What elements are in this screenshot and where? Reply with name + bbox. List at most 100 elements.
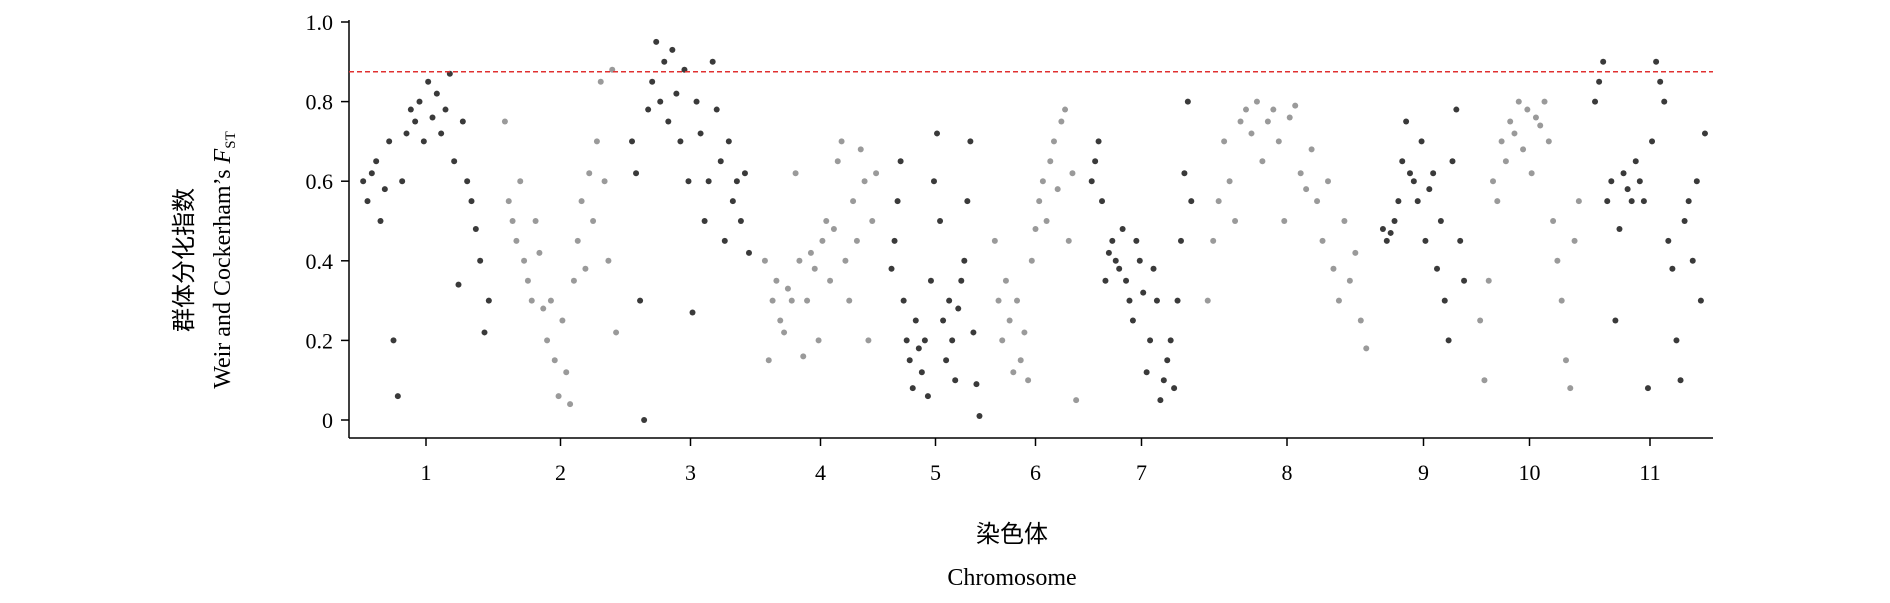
point <box>1109 237 1116 244</box>
point <box>927 277 934 284</box>
point <box>601 178 608 185</box>
point <box>1160 377 1167 384</box>
point <box>784 285 791 292</box>
point <box>721 237 728 244</box>
point <box>701 218 708 224</box>
point <box>1422 237 1429 244</box>
point <box>1511 130 1518 137</box>
point <box>995 297 1002 304</box>
point <box>1571 237 1578 244</box>
point <box>1399 158 1406 165</box>
point <box>1457 237 1464 244</box>
point <box>551 357 558 364</box>
x-tick-label: 11 <box>1639 460 1660 485</box>
point <box>973 381 980 388</box>
point <box>1600 58 1607 65</box>
point <box>1014 297 1021 304</box>
point <box>830 225 837 232</box>
point <box>765 357 772 364</box>
point <box>373 158 380 165</box>
point <box>645 106 652 113</box>
x-tick-label: 3 <box>685 460 696 485</box>
point <box>717 158 724 165</box>
x-tick-label: 10 <box>1519 460 1541 485</box>
point <box>921 337 928 344</box>
point <box>425 78 432 85</box>
y-tick-label: 0.8 <box>306 90 334 115</box>
point <box>477 257 484 264</box>
point <box>976 413 983 420</box>
point <box>1485 277 1492 284</box>
point <box>1184 98 1191 105</box>
point <box>1657 78 1664 85</box>
point <box>468 198 475 205</box>
point <box>1325 178 1331 185</box>
point <box>1047 158 1054 165</box>
point <box>1481 377 1488 384</box>
point <box>1628 198 1635 205</box>
point <box>761 257 768 264</box>
point <box>637 297 644 304</box>
point <box>930 178 937 185</box>
point <box>1461 277 1468 284</box>
point <box>677 138 684 145</box>
x-tick-label: 1 <box>421 460 432 485</box>
point <box>943 357 950 364</box>
point <box>1524 106 1531 113</box>
point <box>1181 170 1188 177</box>
point <box>999 337 1006 344</box>
point <box>912 317 919 324</box>
point <box>689 309 696 316</box>
point <box>593 138 600 145</box>
point <box>838 138 845 145</box>
point <box>909 385 916 392</box>
x-label-en: Chromosome <box>947 565 1076 591</box>
point <box>1477 317 1484 324</box>
point <box>685 178 692 185</box>
point <box>1017 357 1024 364</box>
point <box>991 237 998 244</box>
point <box>1520 146 1527 153</box>
point <box>412 118 419 125</box>
point <box>940 317 947 324</box>
point <box>403 130 410 137</box>
point <box>1335 297 1342 304</box>
point <box>697 130 704 137</box>
point <box>641 417 648 423</box>
point <box>903 337 910 344</box>
point <box>407 106 414 113</box>
point <box>1204 297 1211 304</box>
point <box>1102 277 1109 284</box>
point <box>1150 265 1157 272</box>
point <box>1661 98 1668 105</box>
point <box>897 158 904 165</box>
point <box>1036 198 1043 205</box>
point <box>733 178 740 185</box>
point <box>1281 218 1288 224</box>
x-tick-label: 8 <box>1282 460 1293 485</box>
point <box>741 170 748 177</box>
y-tick-label: 0 <box>322 408 333 433</box>
point <box>1636 178 1643 185</box>
point <box>1426 186 1433 193</box>
point <box>819 237 826 244</box>
point <box>505 198 512 205</box>
point <box>823 218 830 224</box>
point <box>481 329 488 336</box>
point <box>1550 218 1557 224</box>
point <box>1410 178 1417 185</box>
point <box>1653 58 1660 65</box>
point <box>1391 218 1398 224</box>
point <box>1264 118 1271 125</box>
point <box>532 218 539 224</box>
point <box>1418 138 1425 145</box>
y-label-text: Weir and Cockerham’s <box>210 169 236 388</box>
y-tick-label: 0.2 <box>306 328 334 353</box>
point <box>1028 257 1035 264</box>
point <box>1069 170 1076 177</box>
point <box>781 329 788 336</box>
point <box>613 329 620 336</box>
point <box>1346 277 1353 284</box>
point <box>934 130 941 137</box>
point <box>673 90 680 97</box>
